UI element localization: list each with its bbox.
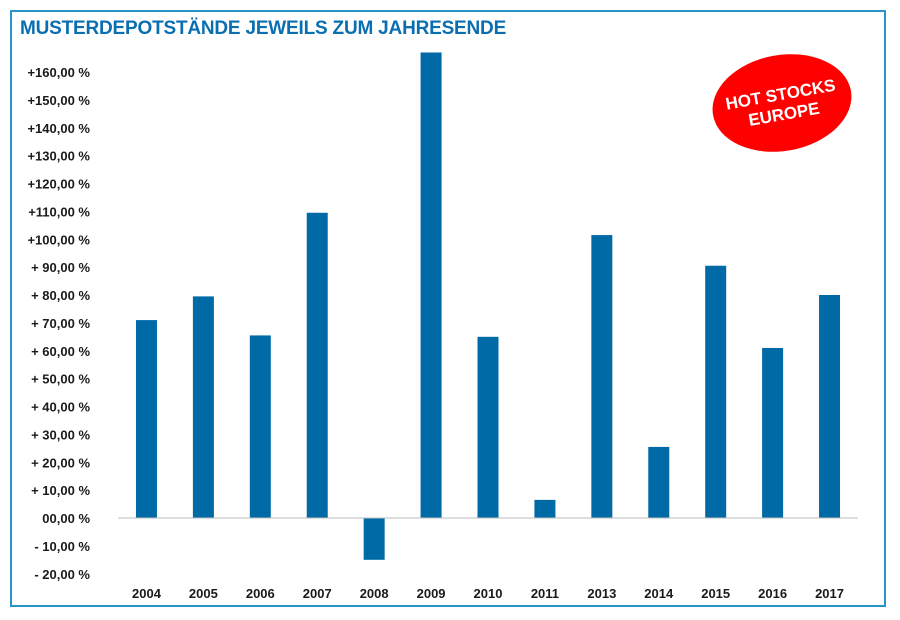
y-axis-ticks: +160,00 % +150,00 % +140,00 % +130,00 % +120… (27, 65, 90, 582)
x-tick-label: 2014 (644, 586, 674, 601)
hot-stocks-badge: HOT STOCKS EUROPE (712, 54, 852, 152)
x-tick-label: 2013 (587, 586, 616, 601)
bar-2008 (363, 518, 385, 560)
x-tick-label: 2007 (303, 586, 332, 601)
x-tick-label: 2015 (701, 586, 730, 601)
x-tick-label: 2006 (246, 586, 275, 601)
y-tick-label: + 60,00 % (31, 344, 90, 359)
y-tick-label: +140,00 % (27, 121, 90, 136)
bars (135, 52, 841, 560)
bar-2010 (477, 336, 499, 518)
y-tick-label: +120,00 % (27, 177, 90, 192)
bar-2005 (192, 296, 214, 518)
y-tick-label: 00,00 % (42, 511, 90, 526)
x-tick-label: 2005 (189, 586, 218, 601)
x-tick-label: 2016 (758, 586, 787, 601)
x-axis-ticks: 2004 2005 2006 2007 2008 2009 2010 2011 2013 2014… (132, 586, 844, 601)
y-tick-label: + 90,00 % (31, 260, 90, 275)
bar-2015 (705, 265, 727, 518)
chart-title: MUSTERDEPOTSTÄNDE JEWEILS ZUM JAHRESENDE (20, 18, 507, 39)
bar-2014 (648, 446, 670, 518)
y-tick-label: + 20,00 % (31, 455, 90, 470)
bar-2017 (819, 295, 841, 518)
y-tick-label: +150,00 % (27, 93, 90, 108)
y-tick-label: + 40,00 % (31, 400, 90, 415)
x-tick-label: 2004 (132, 586, 162, 601)
y-tick-label: + 30,00 % (31, 427, 90, 442)
y-tick-label: +110,00 % (28, 204, 90, 219)
x-tick-label: 2010 (474, 586, 503, 601)
y-tick-label: +160,00 % (27, 65, 90, 80)
bar-2009 (420, 52, 442, 519)
y-tick-label: - 20,00 % (34, 567, 90, 582)
x-tick-label: 2017 (815, 586, 844, 601)
bar-2011 (534, 499, 556, 518)
bar-2007 (306, 212, 328, 519)
y-tick-label: + 70,00 % (31, 316, 90, 331)
bar-2004 (135, 320, 157, 518)
y-tick-label: + 80,00 % (31, 288, 90, 303)
bar-2013 (591, 235, 613, 518)
y-tick-label: +130,00 % (27, 149, 90, 164)
y-tick-label: - 10,00 % (34, 539, 90, 554)
x-tick-label: 2011 (531, 586, 559, 601)
y-tick-label: +100,00 % (27, 232, 90, 247)
bar-2016 (762, 347, 784, 518)
y-tick-label: + 10,00 % (31, 483, 90, 498)
y-tick-label: + 50,00 % (31, 372, 90, 387)
bar-2006 (249, 335, 271, 518)
badge-ellipse (712, 54, 852, 152)
x-tick-label: 2008 (360, 586, 389, 601)
x-tick-label: 2009 (417, 586, 446, 601)
